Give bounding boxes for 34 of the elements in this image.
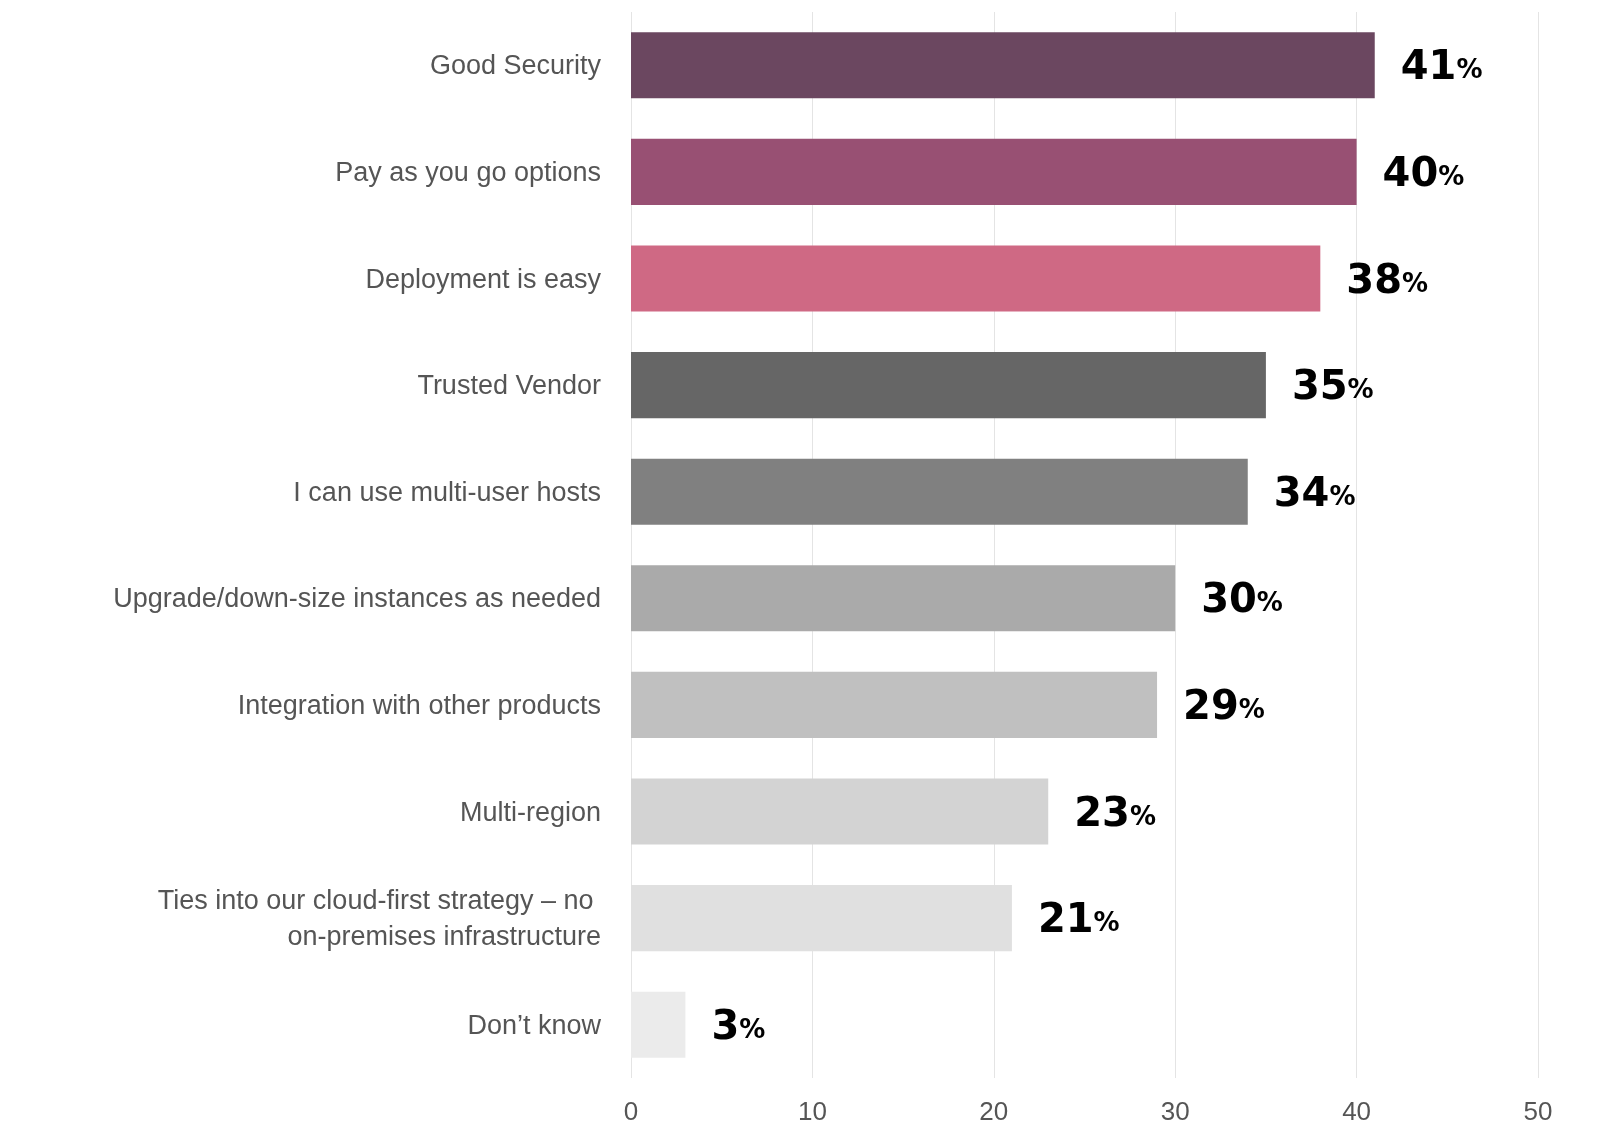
y-tick-label: Integration with other products	[237, 689, 601, 720]
data-label: 3%	[711, 1001, 766, 1048]
data-label: 35%	[1291, 362, 1374, 409]
x-tick-label: 10	[797, 1096, 827, 1126]
x-tick-label: 30	[1160, 1096, 1190, 1126]
data-label: 38%	[1346, 255, 1429, 302]
y-tick-label: Trusted Vendor	[417, 370, 602, 401]
bar	[631, 565, 1176, 632]
data-label: 34%	[1273, 468, 1356, 515]
data-label: 29%	[1183, 681, 1265, 728]
data-label: 40%	[1382, 148, 1465, 195]
bar	[631, 458, 1248, 525]
y-tick-label: Ties into our cloud-first strategy – no on-premises infrastructure	[157, 885, 601, 952]
y-tick-label: I can use multi-user hosts	[293, 476, 601, 507]
y-tick-label: Multi-region	[459, 796, 601, 827]
bar	[631, 352, 1266, 419]
bar	[631, 32, 1375, 99]
bar	[631, 778, 1049, 845]
y-tick-label: Upgrade/down-size instances as needed	[113, 583, 601, 614]
x-tick-label: 0	[623, 1096, 639, 1126]
x-tick-label: 50	[1523, 1096, 1553, 1126]
data-label: 23%	[1074, 788, 1156, 835]
data-label: 21%	[1037, 895, 1120, 942]
bar	[631, 245, 1321, 312]
y-tick-label: Deployment is easy	[365, 263, 602, 294]
y-tick-label: Pay as you go options	[335, 156, 601, 187]
bar	[631, 138, 1357, 205]
y-tick-label: Good Security	[429, 50, 602, 81]
x-tick-label: 20	[979, 1096, 1009, 1126]
x-tick-label: 40	[1342, 1096, 1372, 1126]
data-label: 41%	[1400, 42, 1483, 89]
data-label: 30%	[1201, 575, 1283, 622]
y-tick-label: Don’t know	[467, 1009, 602, 1040]
bar	[631, 671, 1158, 738]
